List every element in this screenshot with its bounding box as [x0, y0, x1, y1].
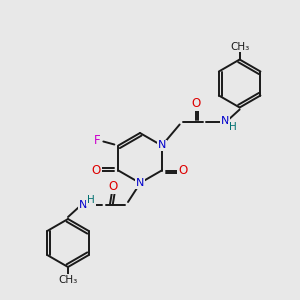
Text: N: N — [79, 200, 87, 210]
Text: H: H — [229, 122, 236, 131]
Text: CH₃: CH₃ — [230, 41, 249, 52]
Text: N: N — [158, 140, 166, 151]
Text: N: N — [136, 178, 144, 188]
Text: O: O — [92, 164, 101, 177]
Text: N: N — [220, 116, 229, 127]
Text: O: O — [108, 181, 118, 194]
Text: CH₃: CH₃ — [58, 275, 78, 285]
Text: O: O — [178, 164, 187, 177]
Text: O: O — [191, 97, 200, 110]
Text: F: F — [94, 134, 101, 147]
Text: H: H — [87, 195, 95, 205]
